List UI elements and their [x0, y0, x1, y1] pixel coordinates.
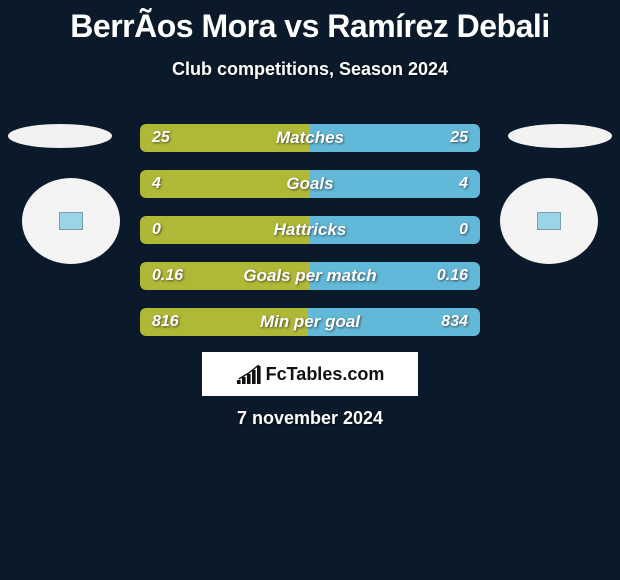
stat-label: Hattricks: [140, 216, 480, 244]
stat-label: Goals per match: [140, 262, 480, 290]
fctables-logo: FcTables.com: [202, 352, 418, 396]
stat-row: 00Hattricks: [140, 216, 480, 244]
left-player-avatar: [22, 178, 120, 264]
logo-text: FcTables.com: [266, 364, 385, 385]
right-flag-icon: [537, 212, 561, 230]
stat-row: 2525Matches: [140, 124, 480, 152]
stat-label: Min per goal: [140, 308, 480, 336]
comparison-infographic: BerrÃ­os Mora vs Ramírez Debali Club com…: [0, 0, 620, 580]
stat-label: Matches: [140, 124, 480, 152]
left-ellipse-decoration: [8, 124, 112, 148]
right-ellipse-decoration: [508, 124, 612, 148]
stat-row: 0.160.16Goals per match: [140, 262, 480, 290]
left-flag-icon: [59, 212, 83, 230]
subtitle: Club competitions, Season 2024: [0, 59, 620, 80]
right-player-avatar: [500, 178, 598, 264]
stat-row: 816834Min per goal: [140, 308, 480, 336]
stat-row: 44Goals: [140, 170, 480, 198]
page-title: BerrÃ­os Mora vs Ramírez Debali: [0, 0, 620, 45]
stat-label: Goals: [140, 170, 480, 198]
stats-area: 2525Matches 44Goals 00Hattricks 0.160.16Goa…: [140, 124, 480, 354]
date-text: 7 november 2024: [0, 408, 620, 429]
logo-chart-icon: [236, 364, 262, 384]
